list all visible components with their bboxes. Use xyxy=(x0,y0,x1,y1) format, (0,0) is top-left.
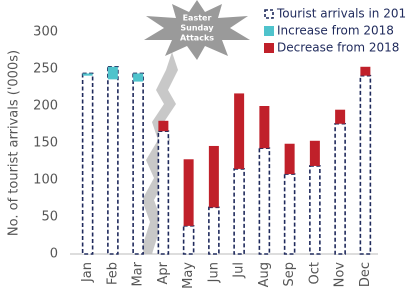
decrease-bar xyxy=(335,110,345,124)
legend-swatch xyxy=(264,43,274,53)
decrease-bar xyxy=(209,146,219,207)
y-tick-label: 250 xyxy=(33,62,58,77)
bar-2019 xyxy=(310,166,320,254)
bar-2019 xyxy=(158,131,168,254)
increase-bar xyxy=(83,73,93,75)
increase-bar xyxy=(108,67,118,80)
x-tick-label: Dec xyxy=(358,262,373,287)
y-tick-label: 300 xyxy=(33,25,58,40)
annotation: Attacks xyxy=(180,34,214,43)
x-tick-label: Jun xyxy=(206,262,221,283)
annotation: Easter xyxy=(183,14,212,23)
y-tick-label: 50 xyxy=(41,210,58,225)
x-tick-label: Oct xyxy=(307,262,322,284)
x-tick-label: Sep xyxy=(282,262,297,287)
bar-2019 xyxy=(83,73,93,254)
x-tick-label: Feb xyxy=(105,262,120,285)
increase-bar xyxy=(133,73,143,81)
x-tick-label: Apr xyxy=(156,261,171,284)
y-axis-label: No. of tourist arrivals ('000s) xyxy=(7,50,22,236)
bar-2019 xyxy=(259,148,269,254)
x-tick-label: Mar xyxy=(131,261,146,286)
x-tick-label: Jan xyxy=(80,262,95,283)
x-tick-label: May xyxy=(181,262,196,289)
bar-2019 xyxy=(108,67,118,254)
decrease-bar xyxy=(285,144,295,174)
bar-2019 xyxy=(133,73,143,254)
bar-2019 xyxy=(335,124,345,254)
annotation: Sunday xyxy=(180,24,214,33)
y-tick-label: 0 xyxy=(50,247,58,262)
x-tick-label: Aug xyxy=(257,262,272,287)
legend-swatch xyxy=(265,10,273,18)
decrease-bar xyxy=(234,93,244,168)
x-tick-label: Nov xyxy=(333,262,348,288)
y-tick-label: 200 xyxy=(33,99,58,114)
x-tick-label: Jul xyxy=(232,262,247,279)
decrease-bar xyxy=(360,67,370,76)
bar-2019 xyxy=(184,226,194,254)
decrease-bar xyxy=(158,121,168,131)
legend-swatch xyxy=(264,26,274,36)
legend-label: Tourist arrivals in 2019 xyxy=(276,7,406,21)
y-tick-label: 150 xyxy=(33,136,58,151)
bar-2019 xyxy=(360,76,370,254)
decrease-bar xyxy=(259,106,269,148)
bar-2019 xyxy=(285,174,295,254)
legend-label: Decrease from 2018 xyxy=(277,41,399,55)
decrease-bar xyxy=(310,141,320,166)
bar-2019 xyxy=(209,207,219,254)
bar-2019 xyxy=(234,169,244,254)
legend-label: Increase from 2018 xyxy=(277,24,394,38)
decrease-bar xyxy=(184,159,194,226)
y-tick-label: 100 xyxy=(33,173,58,188)
chart: Easter Sunday Attacks No. of tourist arr… xyxy=(0,0,406,292)
